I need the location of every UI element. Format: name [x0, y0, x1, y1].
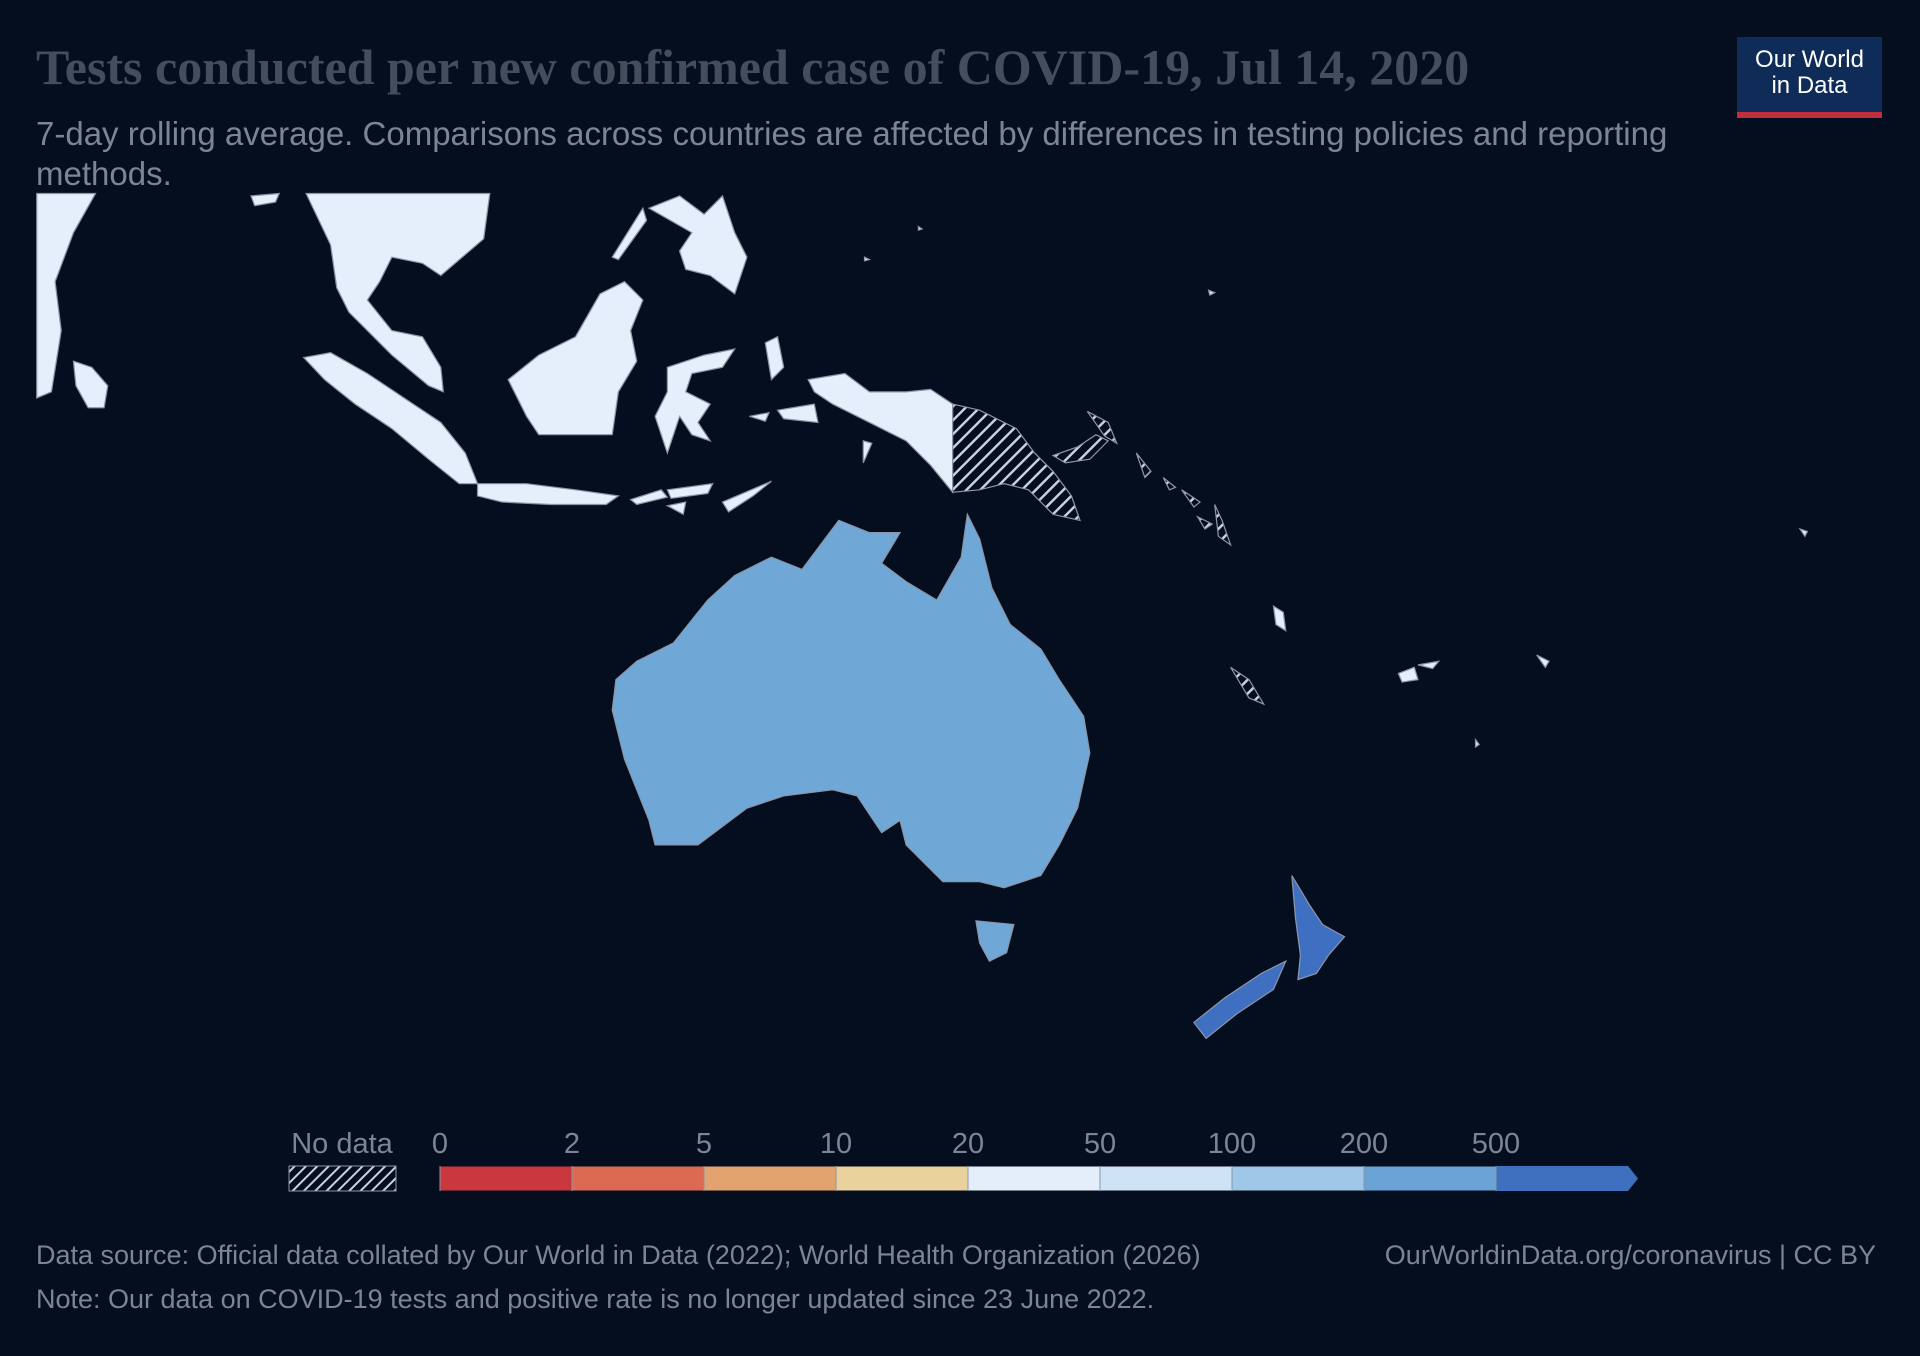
java [476, 483, 620, 506]
new-britain [1051, 410, 1119, 464]
solomon-islands [1135, 452, 1232, 547]
note: Note: Our data on COVID-19 tests and pos… [36, 1284, 1155, 1314]
fiji [1397, 660, 1441, 683]
legend-tick-label: 5 [696, 1128, 712, 1160]
moluccas [749, 335, 819, 424]
vanuatu [1230, 666, 1266, 706]
subtitle: 7-day rolling average. Comparisons acros… [36, 115, 1668, 192]
philippines [647, 194, 748, 295]
no-data-swatch [288, 1165, 397, 1192]
legend-tick-label: 20 [952, 1128, 984, 1160]
legend-tick-label: 0 [432, 1128, 448, 1160]
south-island [1193, 959, 1287, 1040]
legend-swatch [1099, 1165, 1233, 1192]
logo-line: Our World [1755, 46, 1864, 73]
sri-lanka [72, 360, 109, 409]
legend-tick-label: 500 [1472, 1128, 1520, 1160]
bangladesh [250, 192, 281, 207]
legend-tick-label: 2 [564, 1128, 580, 1160]
logo-line: in Data [1771, 72, 1848, 99]
palawan [611, 206, 648, 261]
legend-swatch [835, 1165, 969, 1192]
legend: No data 0 2 5 10 20 50 100 200 500 [288, 1128, 1638, 1192]
indochina [305, 192, 491, 393]
tasmania [975, 920, 1015, 963]
legend-swatch [1496, 1166, 1638, 1191]
low-data-countries [36, 192, 1809, 749]
australia [611, 512, 1091, 889]
link[interactable]: OurWorldinData.org/coronavirus | CC BY [1384, 1240, 1876, 1270]
countries [36, 192, 1809, 1040]
pacific-islets [863, 225, 1809, 749]
india [36, 192, 97, 399]
legend-swatch [703, 1165, 837, 1192]
papua-new-guinea [952, 403, 1081, 522]
lesser-sunda [629, 480, 772, 516]
western-new-guinea [807, 372, 954, 494]
legend-tick-label: 50 [1084, 1128, 1116, 1160]
legend-swatch [1363, 1165, 1497, 1192]
legend-tick-label: 100 [1208, 1128, 1256, 1160]
sulawesi [654, 348, 737, 456]
north-island [1291, 875, 1346, 981]
legend-swatch [967, 1165, 1101, 1192]
legend-swatch [439, 1165, 573, 1192]
title: Tests conducted per new confirmed case o… [36, 39, 1470, 95]
no-data-label: No data [291, 1128, 393, 1160]
logo[interactable]: Our World in Data [1737, 37, 1882, 118]
sumatra [302, 352, 479, 485]
borneo [507, 280, 644, 436]
new-zealand [1193, 875, 1346, 1040]
no-data-countries [952, 403, 1266, 706]
legend-tick-label: 10 [820, 1128, 852, 1160]
source: Data source: Official data collated by O… [36, 1240, 1201, 1270]
legend-swatch [1231, 1165, 1365, 1192]
legend-tick-label: 200 [1340, 1128, 1388, 1160]
legend-swatch [571, 1165, 705, 1192]
